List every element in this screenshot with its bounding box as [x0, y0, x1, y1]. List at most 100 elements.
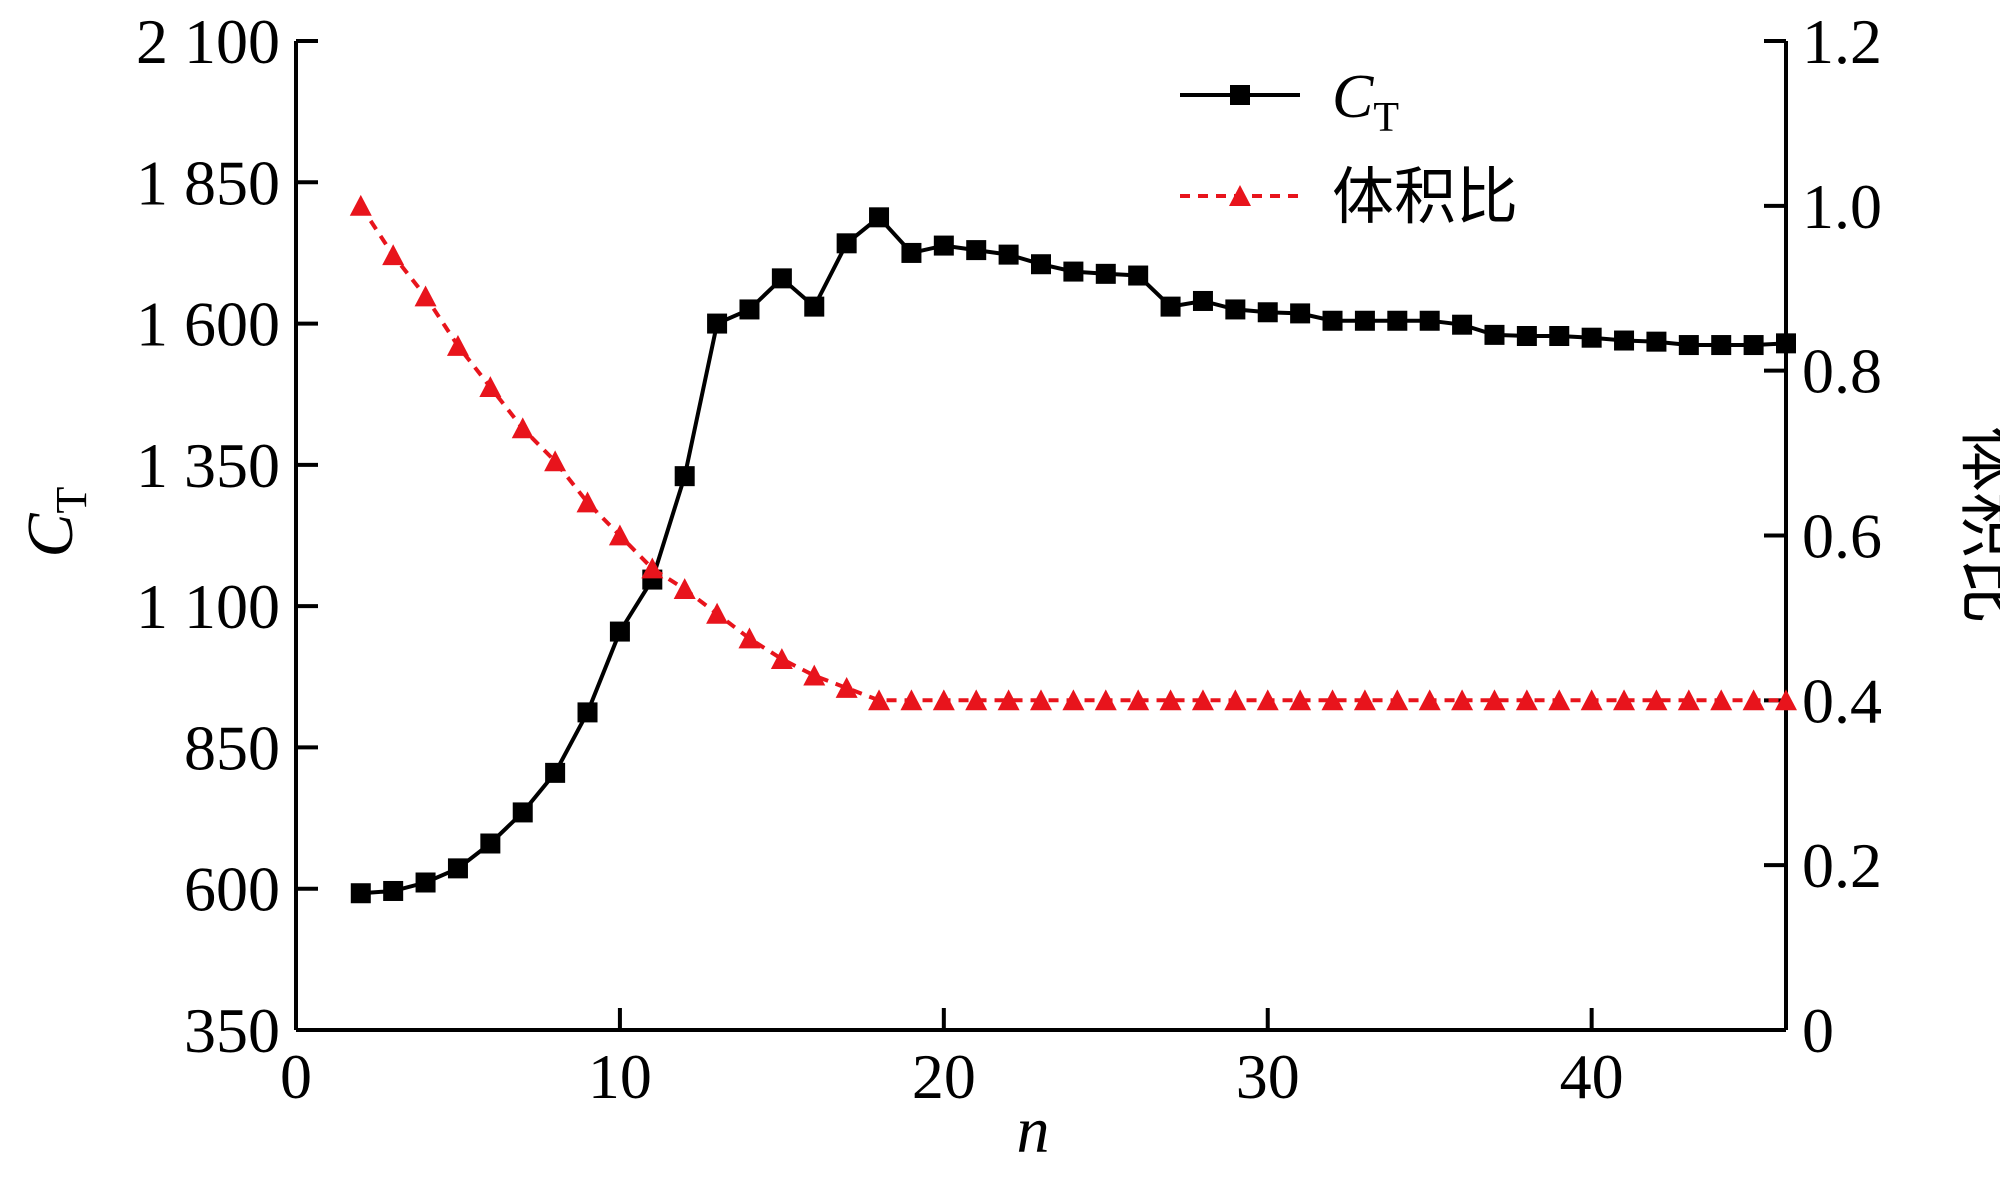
- data-point: [707, 313, 728, 334]
- data-point: [1743, 335, 1764, 356]
- data-point: [1613, 689, 1636, 711]
- axis-ticks: 0 10 20 30 40 350 600 850 1 100 1 350 1 600 1 850 2 …: [136, 6, 1882, 1112]
- x-axis-label: n: [1017, 1094, 1050, 1167]
- x-tick-label: 0: [280, 1041, 312, 1112]
- data-point: [641, 557, 664, 579]
- data-point: [1159, 689, 1182, 711]
- y-right-tick-label: 0.6: [1802, 501, 1882, 572]
- data-point: [480, 833, 501, 854]
- y-right-tick-label: 1.2: [1802, 6, 1882, 77]
- data-point: [966, 240, 987, 261]
- data-point: [1094, 689, 1117, 711]
- y-left-tick-label: 350: [184, 995, 280, 1066]
- series-0: [350, 207, 1796, 904]
- data-point: [804, 296, 825, 317]
- series-1: [349, 194, 1797, 711]
- data-point: [1354, 310, 1375, 331]
- data-point: [446, 334, 469, 356]
- data-point: [1646, 331, 1667, 352]
- data-point: [1710, 689, 1733, 711]
- data-point: [1483, 689, 1506, 711]
- data-point: [1127, 689, 1150, 711]
- data-point: [608, 524, 631, 546]
- y-right-tick-label: 0.2: [1802, 830, 1882, 901]
- x-tick-label: 30: [1236, 1041, 1300, 1112]
- data-point: [1322, 310, 1343, 331]
- data-point: [1063, 261, 1084, 282]
- data-point: [1549, 326, 1570, 347]
- data-point: [1418, 689, 1441, 711]
- data-point: [1614, 330, 1635, 351]
- data-point: [835, 676, 858, 698]
- data-point: [1128, 265, 1149, 286]
- y-left-axis-label-main: C: [14, 512, 87, 557]
- y-right-tick-label: 0: [1802, 995, 1834, 1066]
- data-point: [965, 689, 988, 711]
- data-point: [771, 268, 792, 289]
- data-point: [576, 491, 599, 513]
- y-right-axis-label: 体积比: [1953, 426, 2000, 624]
- data-point: [1321, 689, 1344, 711]
- y-right-tick-label: 0.8: [1802, 336, 1882, 407]
- series-line-0: [360, 214, 1787, 896]
- y-right-tick-label: 1.0: [1802, 171, 1882, 242]
- legend-label-ct: CT: [1332, 63, 1399, 141]
- data-point: [869, 207, 890, 228]
- data-point: [544, 450, 567, 472]
- data-point: [1062, 689, 1085, 711]
- series-layer: [349, 194, 1797, 904]
- y-right-tick-label: 0.4: [1802, 665, 1882, 736]
- data-point: [674, 466, 695, 487]
- y-left-tick-label: 1 600: [136, 289, 280, 360]
- y-left-tick-label: 850: [184, 712, 280, 783]
- plot-frame: [294, 41, 1788, 1032]
- data-point: [1581, 327, 1602, 348]
- data-point: [479, 376, 502, 398]
- data-point: [1452, 314, 1473, 335]
- data-point: [1386, 689, 1409, 711]
- data-point: [512, 802, 533, 823]
- data-point: [998, 244, 1019, 265]
- data-point: [836, 233, 857, 254]
- data-point: [1225, 299, 1246, 320]
- data-point: [1257, 302, 1278, 323]
- data-point: [349, 194, 372, 216]
- legend: CT 体积比: [1180, 63, 1518, 232]
- data-point: [1290, 303, 1311, 324]
- data-point: [997, 689, 1020, 711]
- data-point: [739, 299, 760, 320]
- y-left-tick-label: 1 350: [136, 430, 280, 501]
- data-point: [1645, 689, 1668, 711]
- legend-label-ct-main: C: [1332, 63, 1374, 131]
- legend-marker-ct: [1230, 85, 1250, 105]
- data-point: [1160, 296, 1181, 317]
- y-left-tick-label: 1 850: [136, 147, 280, 218]
- data-point: [447, 858, 468, 879]
- data-point: [868, 689, 891, 711]
- data-point: [382, 244, 405, 266]
- data-point: [1580, 689, 1603, 711]
- data-point: [1776, 333, 1796, 354]
- data-point: [1224, 689, 1247, 711]
- data-point: [770, 648, 793, 670]
- legend-label-ct-sub: T: [1373, 95, 1399, 141]
- data-point: [1289, 689, 1312, 711]
- data-point: [1095, 263, 1116, 284]
- data-point: [706, 602, 729, 624]
- legend-label-volume-ratio: 体积比: [1332, 164, 1518, 232]
- data-point: [1192, 290, 1213, 311]
- data-point: [1515, 689, 1538, 711]
- data-point: [1516, 326, 1537, 347]
- data-point: [900, 689, 923, 711]
- y-left-axis-label-sub: T: [47, 486, 96, 513]
- data-point: [673, 578, 696, 599]
- data-point: [1030, 689, 1052, 711]
- data-point: [577, 702, 598, 723]
- data-point: [383, 880, 404, 901]
- data-point: [1451, 689, 1474, 711]
- data-point: [1775, 689, 1797, 711]
- data-point: [1353, 689, 1376, 711]
- data-point: [1742, 689, 1765, 711]
- data-point: [1031, 254, 1051, 275]
